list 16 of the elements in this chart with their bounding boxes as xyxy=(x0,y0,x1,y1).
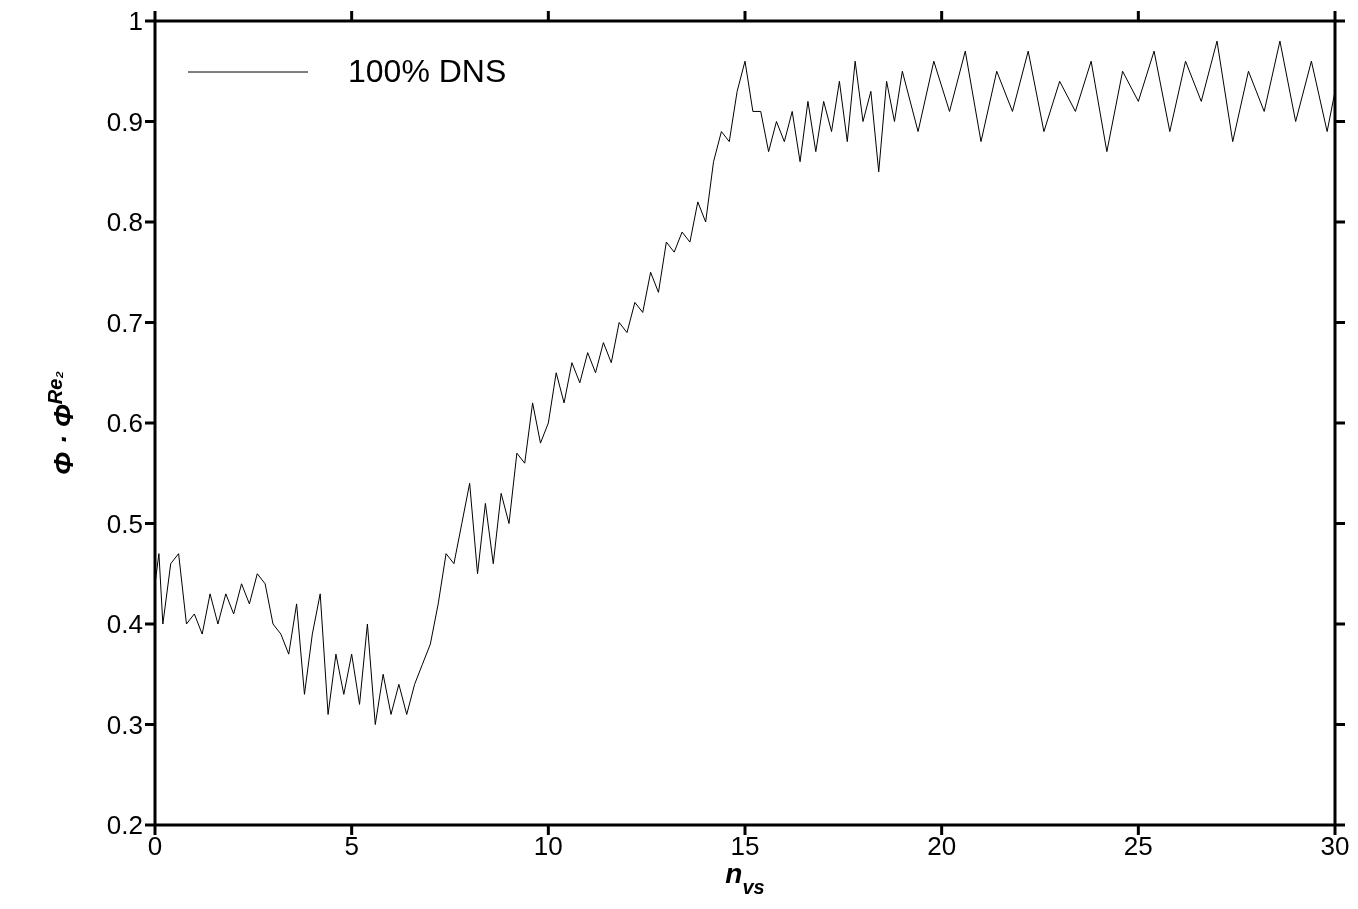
y-tick-label: 0.7 xyxy=(106,307,143,338)
y-tick-label: 0.6 xyxy=(106,408,143,439)
y-tick-label: 0.5 xyxy=(106,508,143,539)
legend-label: 100% DNS xyxy=(348,53,507,90)
y-tick-label: 1 xyxy=(128,6,143,37)
x-tick-label: 25 xyxy=(1123,831,1153,862)
x-tick-label: 5 xyxy=(344,831,359,862)
y-tick-label: 0.9 xyxy=(106,106,143,137)
y-tick-label: 0.2 xyxy=(106,810,143,841)
x-tick-label: 30 xyxy=(1320,831,1350,862)
x-tick-label: 20 xyxy=(927,831,957,862)
x-tick-label: 10 xyxy=(533,831,563,862)
y-tick-label: 0.3 xyxy=(106,709,143,740)
y-tick-label: 0.8 xyxy=(106,207,143,238)
y-tick-label: 0.4 xyxy=(106,609,143,640)
x-tick-label: 0 xyxy=(147,831,163,862)
